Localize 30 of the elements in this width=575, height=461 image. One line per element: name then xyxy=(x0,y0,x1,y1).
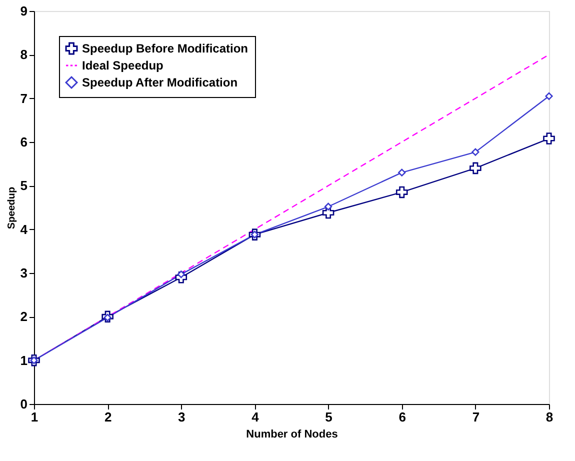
y-tick-label: 4 xyxy=(20,222,28,237)
point xyxy=(398,168,406,176)
legend-label: Speedup Before Modification xyxy=(82,42,248,56)
y-tick-label: 2 xyxy=(20,309,28,324)
y-tick-label: 9 xyxy=(20,4,28,18)
x-tick-label: 5 xyxy=(325,410,332,424)
y-tick-label: 6 xyxy=(20,134,28,150)
x-axis-title: Number of Nodes xyxy=(246,428,338,440)
x-tick-label: 6 xyxy=(398,410,406,424)
x-tick-label: 8 xyxy=(546,410,554,424)
point xyxy=(470,162,482,174)
point xyxy=(543,132,555,144)
legend-label: Speedup After Modification xyxy=(82,76,238,90)
point xyxy=(545,92,553,100)
point xyxy=(472,148,480,156)
y-tick-label: 3 xyxy=(20,266,28,280)
y-tick-label: 0 xyxy=(20,396,28,412)
point xyxy=(396,186,408,198)
x-tick-label: 1 xyxy=(30,410,38,424)
x-tick-label: 7 xyxy=(472,410,480,424)
y-tick-label: 5 xyxy=(20,178,28,194)
y-tick-label: 1 xyxy=(20,352,28,368)
x-tick-label: 3 xyxy=(178,410,186,424)
x-tick-label: 4 xyxy=(252,410,260,424)
y-tick-label: 7 xyxy=(20,90,28,106)
x-tick-label: 2 xyxy=(104,410,112,424)
y-tick-label: 8 xyxy=(20,47,28,62)
point xyxy=(324,202,332,210)
legend-label: Ideal Speedup xyxy=(82,58,164,72)
y-axis-title: Speedup xyxy=(6,186,18,230)
